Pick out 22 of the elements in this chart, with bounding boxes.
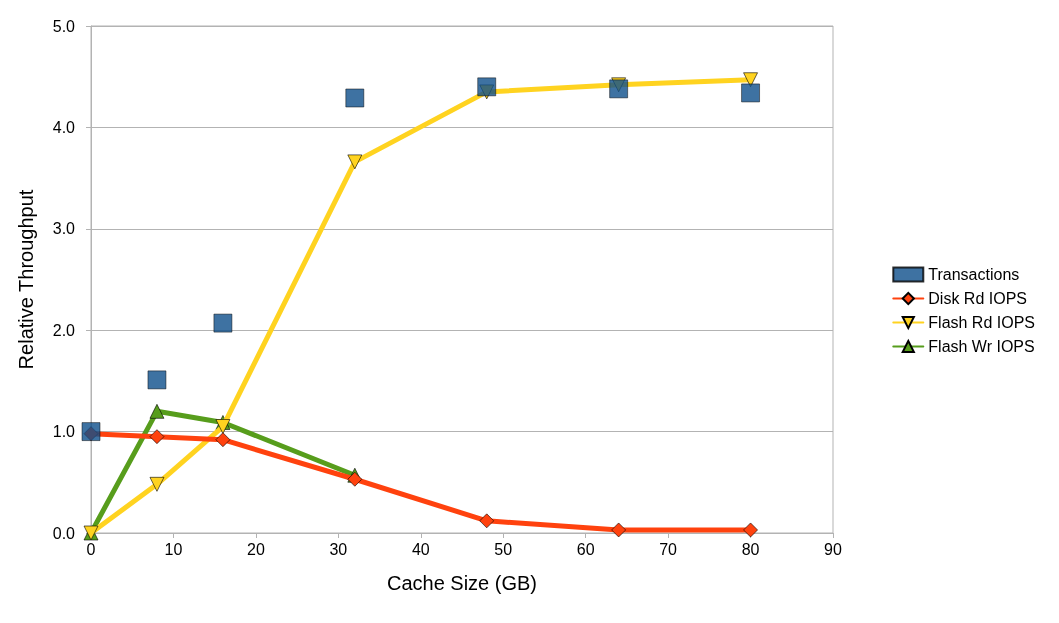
- x-tick-label: 40: [411, 540, 430, 558]
- legend-label: Flash Rd IOPS: [928, 314, 1035, 331]
- x-tick-label: 30: [329, 540, 348, 558]
- legend-label: Flash Wr IOPS: [928, 338, 1035, 355]
- y-tick-label: 0.0: [52, 524, 76, 542]
- y-tick-label: 4.0: [52, 118, 76, 136]
- y-axis-title: Relative Throughput: [15, 189, 37, 370]
- x-tick-label: 90: [824, 540, 842, 558]
- x-tick-label: 20: [246, 540, 265, 558]
- x-axis-title: Cache Size (GB): [386, 572, 538, 594]
- x-tick-label: 60: [576, 540, 595, 558]
- x-tick-label: 80: [741, 540, 760, 558]
- legend-label: Transactions: [928, 266, 1020, 283]
- y-tick-label: 5.0: [52, 17, 76, 35]
- x-tick-label: 70: [659, 540, 678, 558]
- x-tick-label: 0: [86, 540, 96, 558]
- x-tick-label: 50: [494, 540, 513, 558]
- y-tick-label: 1.0: [52, 423, 76, 441]
- legend-label: Disk Rd IOPS: [928, 290, 1027, 307]
- y-tick-label: 3.0: [52, 220, 76, 238]
- x-tick-label: 10: [164, 540, 183, 558]
- y-tick-label: 2.0: [52, 321, 76, 339]
